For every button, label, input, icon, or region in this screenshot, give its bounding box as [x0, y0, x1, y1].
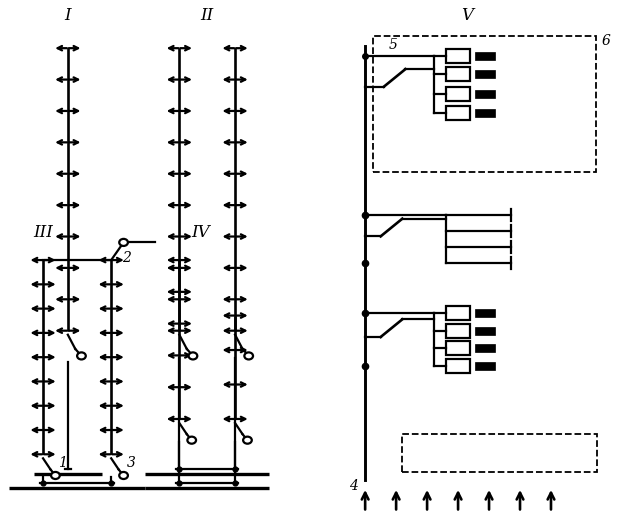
Bar: [475, 89, 494, 98]
Text: 3: 3: [127, 456, 136, 470]
Bar: [446, 106, 470, 120]
Bar: [475, 327, 494, 335]
Text: 1: 1: [59, 456, 68, 470]
Bar: [446, 324, 470, 338]
Bar: [446, 359, 470, 373]
Text: V: V: [461, 7, 473, 24]
Circle shape: [188, 436, 196, 444]
Text: III: III: [33, 224, 53, 241]
Circle shape: [51, 472, 60, 479]
Circle shape: [244, 353, 253, 359]
Circle shape: [77, 353, 86, 359]
Circle shape: [119, 472, 128, 479]
Circle shape: [189, 353, 198, 359]
Bar: [446, 306, 470, 320]
Bar: [446, 49, 470, 63]
Bar: [402, 434, 598, 472]
Bar: [446, 341, 470, 355]
Circle shape: [243, 436, 252, 444]
Bar: [475, 344, 494, 353]
Bar: [475, 309, 494, 317]
Bar: [373, 35, 596, 172]
Bar: [446, 86, 470, 101]
Text: IV: IV: [192, 224, 210, 241]
Text: 4: 4: [349, 479, 358, 492]
Text: 6: 6: [601, 33, 610, 48]
Text: II: II: [201, 7, 214, 24]
Bar: [446, 67, 470, 82]
Circle shape: [119, 239, 128, 246]
Bar: [475, 109, 494, 117]
Bar: [475, 52, 494, 60]
Text: 2: 2: [122, 250, 131, 265]
Bar: [475, 70, 494, 79]
Bar: [475, 362, 494, 370]
Text: I: I: [64, 7, 71, 24]
Text: 5: 5: [389, 38, 398, 51]
